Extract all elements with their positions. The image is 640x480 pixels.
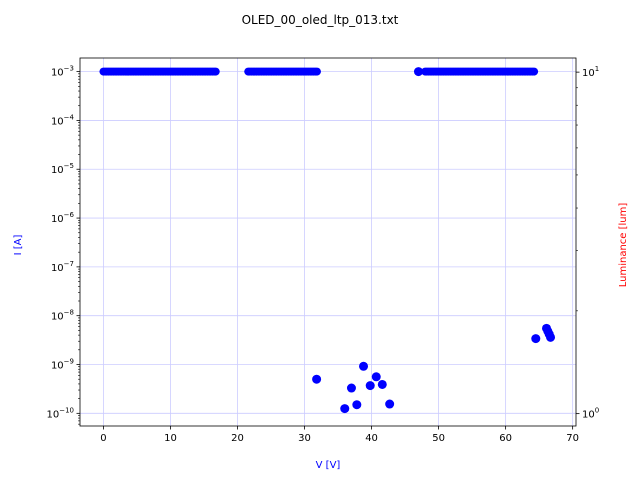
plot-frame [79, 57, 577, 427]
data-point [312, 374, 322, 384]
data-point [531, 334, 541, 344]
x-axis-label: V [V] [316, 460, 341, 471]
y-left-tick-label: 10−10 [46, 406, 74, 420]
data-point [530, 67, 539, 76]
y-right-tick-label: 100 [582, 407, 599, 421]
x-tick-label: 10 [164, 433, 177, 444]
grid [80, 58, 576, 426]
data-points [99, 67, 556, 414]
y-left-tick-label: 10−9 [51, 358, 74, 372]
x-tick-label: 0 [100, 433, 106, 444]
x-tick-label: 30 [298, 433, 311, 444]
x-tick-label: 50 [432, 433, 445, 444]
y-left-tick-label: 10−7 [51, 260, 74, 274]
y-left-axis-ticks: 10−10 10−9 10−8 10−7 10−6 10−5 10−4 10−3 [46, 65, 80, 425]
data-point [546, 332, 556, 342]
data-point [359, 361, 369, 371]
y-right-axis-ticks: 100 101 [576, 65, 599, 421]
data-point [340, 404, 350, 414]
data-point [377, 379, 387, 389]
y-right-axis-label: Luminance [lum] [618, 203, 629, 288]
data-point [371, 372, 381, 382]
x-axis-ticks: 0 10 20 30 40 50 60 70 [100, 426, 579, 444]
y-left-tick-label: 10−6 [51, 211, 75, 225]
data-point [365, 381, 375, 391]
x-tick-label: 40 [365, 433, 378, 444]
y-left-tick-label: 10−8 [51, 309, 74, 323]
data-point [211, 67, 220, 76]
data-point [346, 383, 356, 393]
y-left-axis-label: I [A] [13, 235, 24, 256]
data-point [352, 400, 362, 410]
chart-title: OLED_00_oled_ltp_013.txt [242, 13, 399, 27]
y-left-tick-label: 10−3 [51, 65, 74, 79]
x-tick-label: 20 [231, 433, 244, 444]
data-point [312, 67, 321, 76]
x-tick-label: 60 [499, 433, 512, 444]
y-right-tick-label: 101 [582, 65, 599, 79]
y-left-tick-label: 10−5 [51, 162, 74, 176]
data-point [385, 399, 395, 409]
y-left-tick-label: 10−4 [51, 113, 75, 127]
x-tick-label: 70 [566, 433, 579, 444]
data-point [413, 67, 423, 77]
